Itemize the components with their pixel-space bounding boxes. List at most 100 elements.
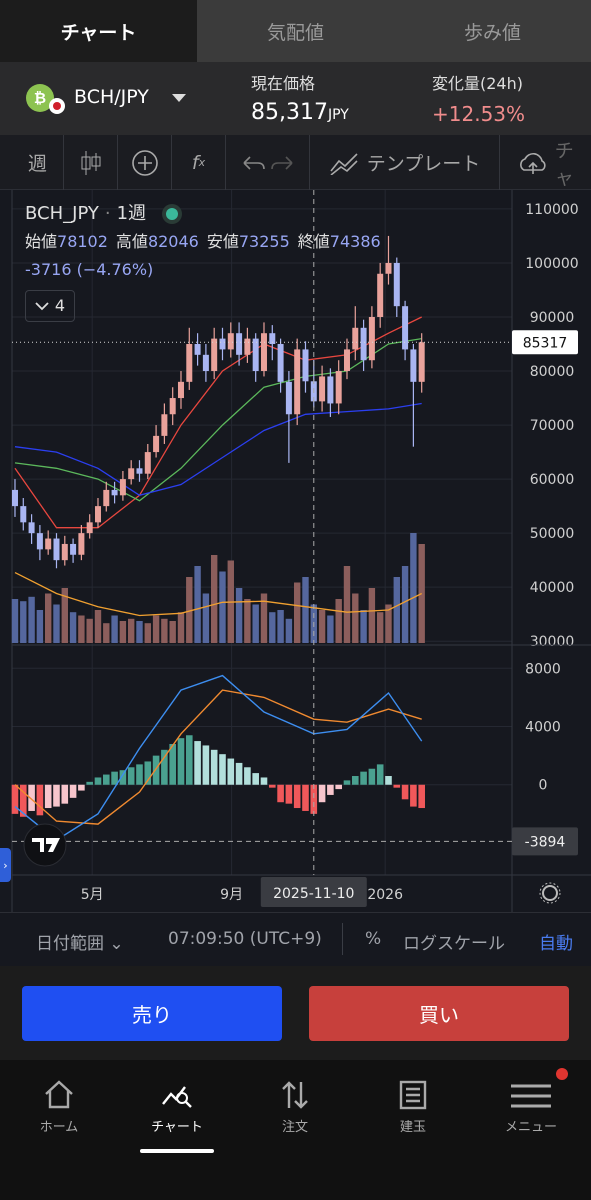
percent-toggle[interactable]: % xyxy=(365,929,382,949)
change-row: -3716 (−4.76%) xyxy=(25,260,154,279)
volume-bar xyxy=(69,612,77,643)
volume-bar xyxy=(368,588,376,643)
volume-bar xyxy=(11,599,19,643)
tab[interactable]: チャート xyxy=(0,0,197,62)
tab[interactable]: 歩み値 xyxy=(394,0,591,62)
volume-bar xyxy=(335,599,342,643)
candle-body xyxy=(36,533,43,550)
symbol: BCH_JPY xyxy=(25,203,99,224)
candle-body xyxy=(53,538,60,561)
legend-title: BCH_JPY · 1週 xyxy=(25,200,381,228)
macd-histogram-bar xyxy=(119,770,127,785)
macd-histogram-bar xyxy=(69,784,77,798)
candle-body xyxy=(343,349,350,372)
undo-redo[interactable] xyxy=(226,135,310,190)
buy-button[interactable]: 買い xyxy=(309,986,569,1041)
price-unit: JPY xyxy=(327,107,349,123)
macd-histogram-bar xyxy=(327,784,334,795)
volume-bar xyxy=(86,618,93,643)
macd-histogram-bar xyxy=(285,784,293,804)
macd-histogram-bar xyxy=(268,784,276,788)
y-tick-label: 110000 xyxy=(525,202,578,218)
macd-histogram-bar xyxy=(343,780,351,785)
candle-body xyxy=(136,468,143,474)
candle-body xyxy=(45,538,52,550)
macd-histogram-bar xyxy=(152,755,160,785)
candle-body xyxy=(402,306,409,350)
dropdown-icon[interactable] xyxy=(172,94,186,104)
ohlc-value: 78102 xyxy=(57,232,108,251)
symbol[interactable]: BCH/JPY xyxy=(74,86,149,108)
sell-button[interactable]: 売り xyxy=(22,986,282,1041)
candle-body xyxy=(194,344,201,355)
candle-body xyxy=(277,344,284,382)
candle-body xyxy=(211,338,218,372)
template-button[interactable]: テンプレート xyxy=(310,135,500,190)
candle-body xyxy=(28,522,35,534)
macd-histogram-bar xyxy=(78,784,85,791)
volume-bar xyxy=(53,604,60,643)
macd-histogram-bar xyxy=(360,771,367,785)
tab[interactable]: 気配値 xyxy=(197,0,394,62)
macd-histogram-bar xyxy=(111,771,118,785)
candle-body xyxy=(202,354,209,372)
interval-button[interactable]: 週 xyxy=(12,135,64,190)
macd-histogram-bar xyxy=(28,784,35,811)
footer-bar: 日付範囲 ⌄ 07:09:50 (UTC+9) % ログスケール 自動 xyxy=(0,912,591,966)
nav-item[interactable]: メニュー xyxy=(472,1078,590,1135)
candle-body xyxy=(294,349,301,415)
ohlc-row: 始値78102 高値82046 安値73255 終値74386 xyxy=(25,228,381,256)
clock: 07:09:50 (UTC+9) xyxy=(168,929,322,949)
macd-histogram-bar xyxy=(277,784,284,803)
nav-label: 注文 xyxy=(281,1120,308,1135)
ohlc-label: 始値 xyxy=(25,232,58,251)
candle-body xyxy=(219,338,226,350)
macd-histogram-bar xyxy=(351,776,359,785)
svg-text:₿: ₿ xyxy=(34,89,46,107)
candle-body xyxy=(260,333,267,372)
volume-bar xyxy=(161,618,168,643)
candle-body xyxy=(78,533,85,555)
nav-item[interactable]: 建玉 xyxy=(354,1078,472,1135)
volume-bar xyxy=(194,566,201,643)
nav-label: メニュー xyxy=(504,1120,557,1135)
change-label: 変化量(24h) xyxy=(432,74,523,93)
volume-bar xyxy=(152,615,160,643)
macd-histogram-bar xyxy=(310,784,318,814)
add-indicator-button[interactable] xyxy=(118,135,172,190)
volume-bar xyxy=(111,615,118,643)
x-tick-label: 2026 xyxy=(367,887,403,903)
auto-toggle[interactable]: 自動 xyxy=(539,934,573,954)
date-range[interactable]: 日付範囲 ⌄ xyxy=(36,934,124,954)
volume-bar xyxy=(94,610,102,643)
side-tab[interactable]: › xyxy=(0,848,11,882)
template-label: テンプレート xyxy=(366,153,481,175)
macd-histogram-bar xyxy=(410,784,417,807)
price-label: 現在価格 xyxy=(251,74,316,93)
macd-histogram-bar xyxy=(318,784,326,803)
nav-label: 建玉 xyxy=(399,1120,426,1135)
cloud-button[interactable]: チャ xyxy=(500,135,591,190)
bottom-nav: ホーム チャート 注文 建玉 メニュー xyxy=(0,1060,591,1200)
nav-item[interactable]: チャート xyxy=(118,1078,236,1153)
nav-item[interactable]: 注文 xyxy=(236,1078,354,1135)
nav-item[interactable]: ホーム xyxy=(0,1078,118,1135)
volume-bar xyxy=(244,599,251,643)
x-tick-label: 9月 xyxy=(220,887,243,903)
indicator-toggle[interactable]: 4 xyxy=(25,290,75,322)
chart-type-button[interactable] xyxy=(64,135,118,190)
candle-body xyxy=(319,376,326,402)
legend: BCH_JPY · 1週 始値78102 高値82046 安値73255 終値74386 … xyxy=(25,200,381,322)
candle-body xyxy=(377,273,384,317)
logo xyxy=(23,823,67,867)
macd-histogram-bar xyxy=(235,762,243,785)
volume-bar xyxy=(119,621,127,643)
log-toggle[interactable]: ログスケール xyxy=(403,934,505,954)
ohlc-value: 82046 xyxy=(147,232,199,251)
y-tick-label: 100000 xyxy=(525,256,578,272)
volume-bar xyxy=(393,577,400,643)
y-tick-label: 90000 xyxy=(530,310,575,326)
last-price-label: 85317 xyxy=(523,335,568,351)
last-price-box xyxy=(512,330,578,355)
